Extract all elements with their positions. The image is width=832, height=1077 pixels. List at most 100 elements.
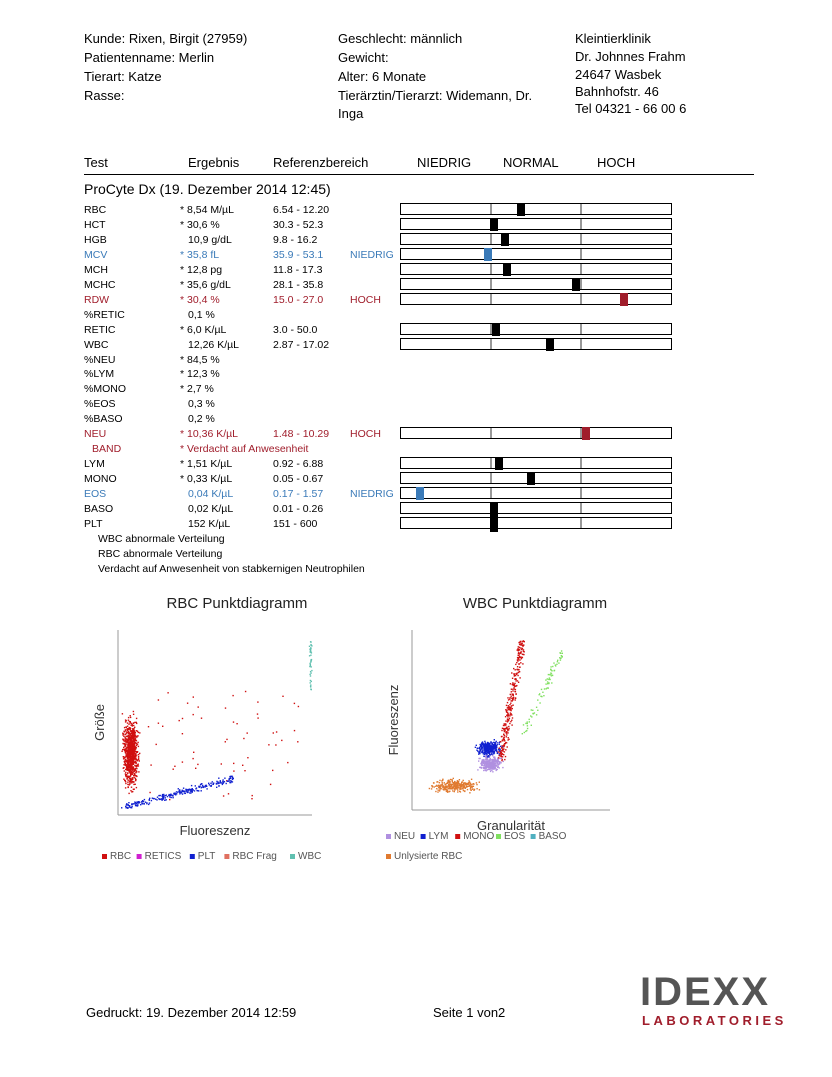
dot	[124, 729, 127, 731]
dot	[125, 735, 127, 738]
dot	[471, 788, 474, 790]
legend-label: WBC	[298, 851, 321, 862]
dot	[158, 798, 160, 800]
dot	[137, 803, 139, 805]
dot	[124, 763, 127, 766]
dot	[308, 655, 311, 657]
dot	[520, 652, 522, 654]
dot	[523, 731, 525, 734]
dot	[309, 650, 312, 652]
dot	[208, 782, 210, 784]
reference-range: 6.54 - 12.20	[273, 204, 330, 216]
dot	[517, 671, 520, 674]
dot	[225, 782, 227, 785]
dot	[496, 762, 499, 764]
dot	[522, 650, 525, 653]
dot	[479, 752, 481, 755]
dot	[210, 784, 213, 787]
dot	[129, 779, 131, 782]
dot	[136, 764, 139, 766]
dot	[511, 683, 513, 686]
dot	[497, 751, 499, 753]
dot	[132, 735, 134, 737]
dot	[479, 748, 481, 750]
dot	[135, 747, 137, 749]
dot	[195, 788, 197, 790]
dot	[501, 739, 503, 741]
dot	[125, 750, 127, 753]
dot	[495, 769, 497, 772]
dot	[549, 674, 551, 676]
dot	[431, 786, 434, 788]
dot	[176, 793, 178, 795]
dot	[233, 762, 235, 765]
dot	[125, 775, 127, 778]
legend-label: BASO	[539, 831, 567, 842]
dot	[137, 731, 140, 734]
dot	[126, 763, 128, 766]
dot	[496, 744, 498, 746]
dot	[133, 767, 135, 769]
dot	[123, 778, 125, 780]
dot	[498, 749, 500, 752]
dot	[218, 782, 221, 784]
dot	[310, 684, 312, 686]
dot	[508, 708, 510, 711]
dot	[133, 788, 135, 790]
dot	[514, 678, 516, 680]
dot	[489, 749, 492, 752]
dot	[486, 762, 489, 764]
dot	[132, 732, 135, 735]
dot	[478, 757, 480, 760]
dot	[514, 690, 516, 693]
dot	[495, 759, 497, 762]
dot	[130, 778, 133, 780]
dot	[123, 748, 125, 750]
dot	[443, 786, 445, 789]
dot	[535, 706, 538, 708]
dot	[124, 759, 126, 762]
dot	[516, 666, 519, 668]
dot	[132, 781, 134, 783]
dot	[310, 672, 312, 674]
dot	[137, 759, 140, 761]
dot	[507, 714, 509, 717]
dot	[503, 727, 505, 730]
dot	[131, 764, 133, 767]
dot	[131, 763, 133, 766]
dot	[499, 752, 501, 754]
dot	[497, 764, 500, 766]
dot	[218, 777, 220, 779]
dot	[126, 778, 128, 780]
dot	[127, 807, 129, 809]
dot	[491, 765, 494, 767]
dot	[497, 761, 500, 763]
dot	[501, 759, 503, 762]
dot	[130, 766, 132, 768]
dot	[481, 763, 483, 765]
legend-swatch	[189, 854, 195, 859]
dot	[230, 775, 232, 777]
dot	[469, 782, 472, 785]
dot	[166, 795, 169, 798]
dot	[129, 751, 131, 754]
dot	[512, 693, 514, 695]
dot	[489, 764, 492, 766]
dot	[156, 799, 158, 801]
dot	[128, 750, 130, 752]
dot	[482, 742, 484, 745]
dot	[482, 767, 485, 769]
dot	[135, 762, 137, 764]
dot	[229, 777, 232, 779]
dot	[132, 803, 134, 805]
patient-detail: Gewicht:	[338, 50, 389, 65]
dot	[511, 693, 513, 695]
dot	[507, 739, 509, 741]
dot	[521, 647, 524, 650]
divider	[580, 458, 582, 469]
dot	[493, 764, 495, 766]
dot	[467, 782, 469, 784]
dot	[491, 762, 493, 764]
dot	[484, 742, 487, 744]
result: 0,04 K/µL	[188, 488, 234, 501]
